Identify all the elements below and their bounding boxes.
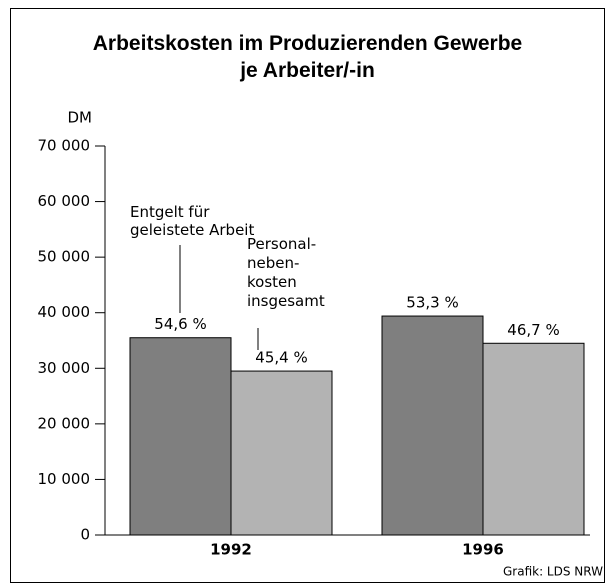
bar (381, 315, 484, 536)
y-axis-label: DM (68, 109, 93, 127)
series-label: Entgelt für geleistete Arbeit (130, 203, 255, 239)
share-label: 45,4 % (255, 349, 307, 367)
bar (482, 342, 585, 536)
share-label: 53,3 % (406, 294, 458, 312)
x-tick-label: 1996 (462, 541, 504, 559)
share-label: 54,6 % (154, 315, 206, 333)
y-tick-label: 0 (80, 526, 90, 544)
y-tick-label: 60 000 (38, 192, 91, 210)
x-tick-label: 1992 (210, 541, 252, 559)
y-tick-label: 30 000 (38, 359, 91, 377)
y-tick-label: 40 000 (38, 303, 91, 321)
y-tick-label: 20 000 (38, 414, 91, 432)
y-tick-label: 10 000 (38, 470, 91, 488)
series-label: Personal- neben- kosten insgesamt (247, 235, 325, 310)
y-tick-label: 50 000 (38, 248, 91, 266)
bar (129, 337, 232, 536)
bar (230, 370, 333, 536)
chart-title: Arbeitskosten im Produzierenden Gewerbe … (92, 32, 523, 82)
source: Grafik: LDS NRW (503, 565, 603, 579)
share-label: 46,7 % (507, 321, 559, 339)
frame (10, 8, 605, 583)
y-tick-label: 70 000 (38, 137, 91, 155)
